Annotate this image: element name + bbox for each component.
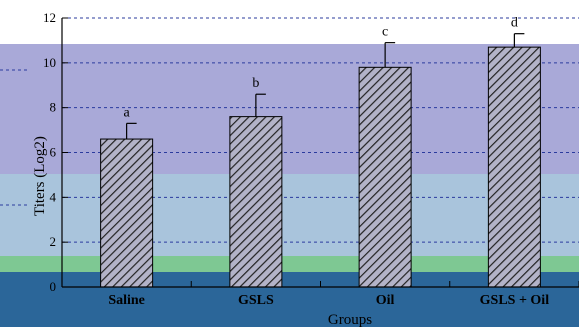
- band-dark: [0, 272, 579, 327]
- y-tick-label: 10: [43, 55, 56, 70]
- y-axis-title: Titers (Log2): [32, 136, 48, 216]
- y-tick-label: 8: [50, 100, 57, 115]
- bar-oil: [358, 66, 412, 288]
- x-tick-label: Oil: [376, 293, 395, 308]
- y-tick-label: 0: [50, 279, 57, 294]
- significance-letter: b: [252, 76, 259, 91]
- bar-gsls: [229, 116, 283, 288]
- significance-letter: a: [124, 105, 131, 120]
- bar-saline: [100, 138, 154, 288]
- x-tick-label: Saline: [108, 293, 145, 308]
- y-tick-label: 4: [50, 189, 57, 204]
- y-tick-label: 2: [50, 234, 57, 249]
- y-axis: 0 2 4 6 8 10 12: [43, 10, 68, 294]
- background-bands: [0, 44, 579, 327]
- bars: [100, 46, 541, 288]
- y-tick-label: 12: [43, 10, 56, 25]
- x-tick-label: GSLS: [238, 293, 274, 308]
- x-axis-title: Groups: [328, 312, 372, 327]
- significance-letter: d: [511, 16, 518, 31]
- bar-gsls-oil: [487, 46, 541, 288]
- y-tick-label: 6: [50, 145, 57, 160]
- significance-letter: c: [382, 25, 388, 40]
- x-tick-label: GSLS + Oil: [480, 293, 550, 308]
- significance-labels: a b c d: [124, 16, 518, 121]
- error-bars: [126, 33, 525, 140]
- x-axis: Saline GSLS Oil GSLS + Oil: [62, 281, 579, 308]
